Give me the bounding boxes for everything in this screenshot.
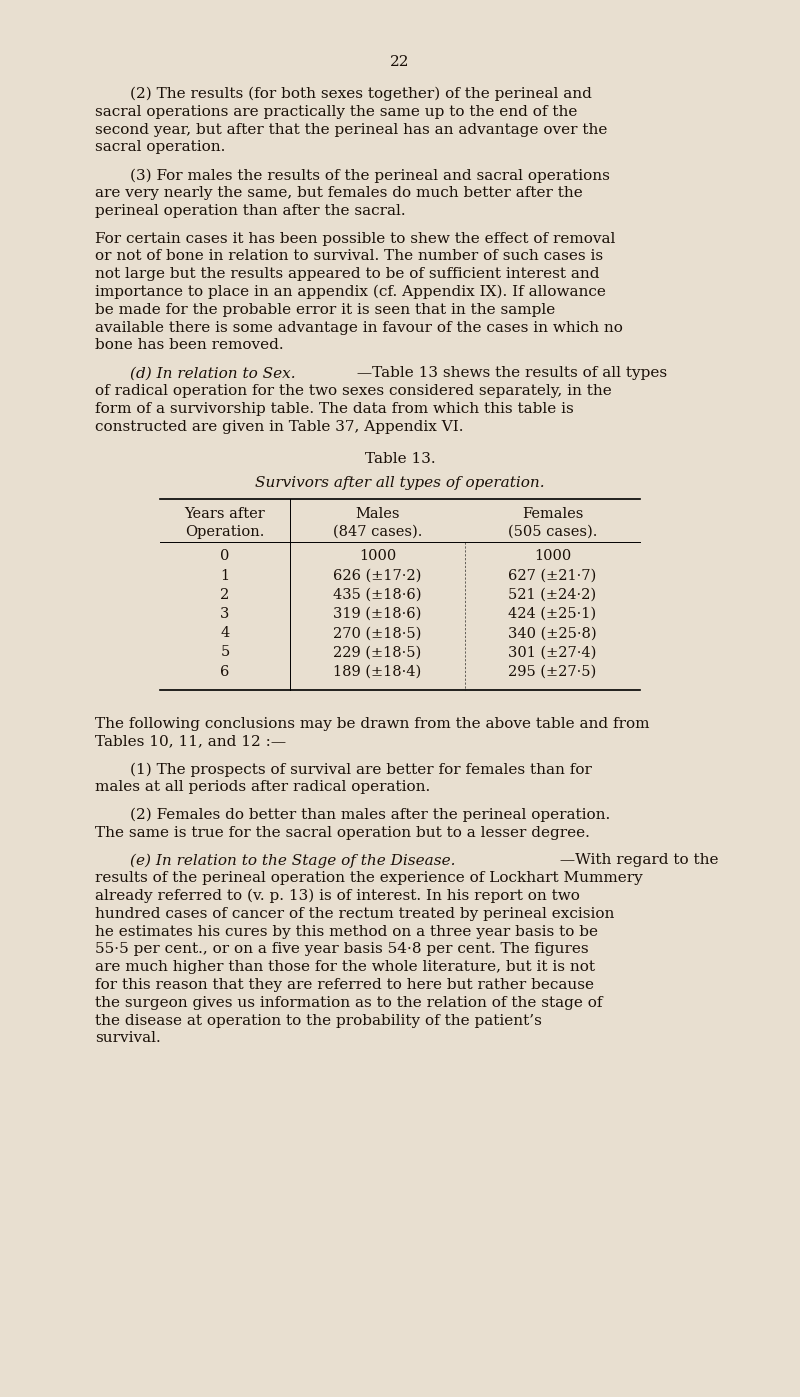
Text: 270 (±18·5): 270 (±18·5)	[334, 626, 422, 640]
Text: not large but the results appeared to be of sufficient interest and: not large but the results appeared to be…	[95, 267, 599, 281]
Text: Years after: Years after	[185, 507, 266, 521]
Text: 301 (±27·4): 301 (±27·4)	[508, 645, 597, 659]
Text: 627 (±21·7): 627 (±21·7)	[508, 569, 597, 583]
Text: 626 (±17·2): 626 (±17·2)	[334, 569, 422, 583]
Text: the disease at operation to the probability of the patient’s: the disease at operation to the probabil…	[95, 1014, 542, 1028]
Text: sacral operations are practically the same up to the end of the: sacral operations are practically the sa…	[95, 105, 578, 119]
Text: Operation.: Operation.	[186, 524, 265, 538]
Text: for this reason that they are referred to here but rather because: for this reason that they are referred t…	[95, 978, 594, 992]
Text: bone has been removed.: bone has been removed.	[95, 338, 284, 352]
Text: 229 (±18·5): 229 (±18·5)	[334, 645, 422, 659]
Text: 3: 3	[220, 606, 230, 622]
Text: are very nearly the same, but females do much better after the: are very nearly the same, but females do…	[95, 186, 582, 200]
Text: The same is true for the sacral operation but to a lesser degree.: The same is true for the sacral operatio…	[95, 826, 590, 840]
Text: Survivors after all types of operation.: Survivors after all types of operation.	[255, 475, 545, 489]
Text: are much higher than those for the whole literature, but it is not: are much higher than those for the whole…	[95, 960, 595, 974]
Text: —With regard to the: —With regard to the	[555, 854, 718, 868]
Text: Males: Males	[355, 507, 400, 521]
Text: or not of bone in relation to survival. The number of such cases is: or not of bone in relation to survival. …	[95, 250, 603, 264]
Text: 2: 2	[220, 588, 230, 602]
Text: (2) Females do better than males after the perineal operation.: (2) Females do better than males after t…	[130, 807, 610, 823]
Text: Females: Females	[522, 507, 583, 521]
Text: be made for the probable error it is seen that in the sample: be made for the probable error it is see…	[95, 303, 555, 317]
Text: 1000: 1000	[359, 549, 396, 563]
Text: available there is some advantage in favour of the cases in which no: available there is some advantage in fav…	[95, 321, 623, 335]
Text: For certain cases it has been possible to shew the effect of removal: For certain cases it has been possible t…	[95, 232, 615, 246]
Text: 4: 4	[220, 626, 230, 640]
Text: 1000: 1000	[534, 549, 571, 563]
Text: survival.: survival.	[95, 1031, 161, 1045]
Text: results of the perineal operation the experience of Lockhart Mummery: results of the perineal operation the ex…	[95, 872, 642, 886]
Text: (2) The results (for both sexes together) of the perineal and: (2) The results (for both sexes together…	[130, 87, 592, 102]
Text: males at all periods after radical operation.: males at all periods after radical opera…	[95, 780, 430, 793]
Text: 189 (±18·4): 189 (±18·4)	[334, 665, 422, 679]
Text: form of a survivorship table. The data from which this table is: form of a survivorship table. The data f…	[95, 402, 574, 416]
Text: 55·5 per cent., or on a five year basis 54·8 per cent. The figures: 55·5 per cent., or on a five year basis …	[95, 943, 589, 957]
Text: 340 (±25·8): 340 (±25·8)	[508, 626, 597, 640]
Text: already referred to (v. p. 13) is of interest. In his report on two: already referred to (v. p. 13) is of int…	[95, 888, 580, 904]
Text: 1: 1	[221, 569, 230, 583]
Text: he estimates his cures by this method on a three year basis to be: he estimates his cures by this method on…	[95, 925, 598, 939]
Text: constructed are given in Table 37, Appendix VI.: constructed are given in Table 37, Appen…	[95, 419, 463, 433]
Text: (e) In relation to the Stage of the Disease.: (e) In relation to the Stage of the Dise…	[130, 854, 455, 868]
Text: 435 (±18·6): 435 (±18·6)	[334, 588, 422, 602]
Text: 521 (±24·2): 521 (±24·2)	[509, 588, 597, 602]
Text: —Table 13 shews the results of all types: —Table 13 shews the results of all types	[352, 366, 667, 380]
Text: of radical operation for the two sexes considered separately, in the: of radical operation for the two sexes c…	[95, 384, 612, 398]
Text: (1) The prospects of survival are better for females than for: (1) The prospects of survival are better…	[130, 763, 592, 777]
Text: sacral operation.: sacral operation.	[95, 141, 226, 155]
Text: 5: 5	[220, 645, 230, 659]
Text: 295 (±27·5): 295 (±27·5)	[508, 665, 597, 679]
Text: hundred cases of cancer of the rectum treated by perineal excision: hundred cases of cancer of the rectum tr…	[95, 907, 614, 921]
Text: Tables 10, 11, and 12 :—: Tables 10, 11, and 12 :—	[95, 735, 286, 749]
Text: 424 (±25·1): 424 (±25·1)	[509, 606, 597, 622]
Text: (3) For males the results of the perineal and sacral operations: (3) For males the results of the perinea…	[130, 168, 610, 183]
Text: The following conclusions may be drawn from the above table and from: The following conclusions may be drawn f…	[95, 717, 650, 731]
Text: Table 13.: Table 13.	[365, 453, 435, 467]
Text: importance to place in an appendix (cf. Appendix IX). If allowance: importance to place in an appendix (cf. …	[95, 285, 606, 299]
Text: 6: 6	[220, 665, 230, 679]
Text: second year, but after that the perineal has an advantage over the: second year, but after that the perineal…	[95, 123, 607, 137]
Text: 22: 22	[390, 54, 410, 68]
Text: 0: 0	[220, 549, 230, 563]
Text: perineal operation than after the sacral.: perineal operation than after the sacral…	[95, 204, 406, 218]
Text: (847 cases).: (847 cases).	[333, 524, 422, 538]
Text: the surgeon gives us information as to the relation of the stage of: the surgeon gives us information as to t…	[95, 996, 602, 1010]
Text: (d) In relation to Sex.: (d) In relation to Sex.	[130, 366, 296, 380]
Text: 319 (±18·6): 319 (±18·6)	[334, 606, 422, 622]
Text: (505 cases).: (505 cases).	[508, 524, 597, 538]
